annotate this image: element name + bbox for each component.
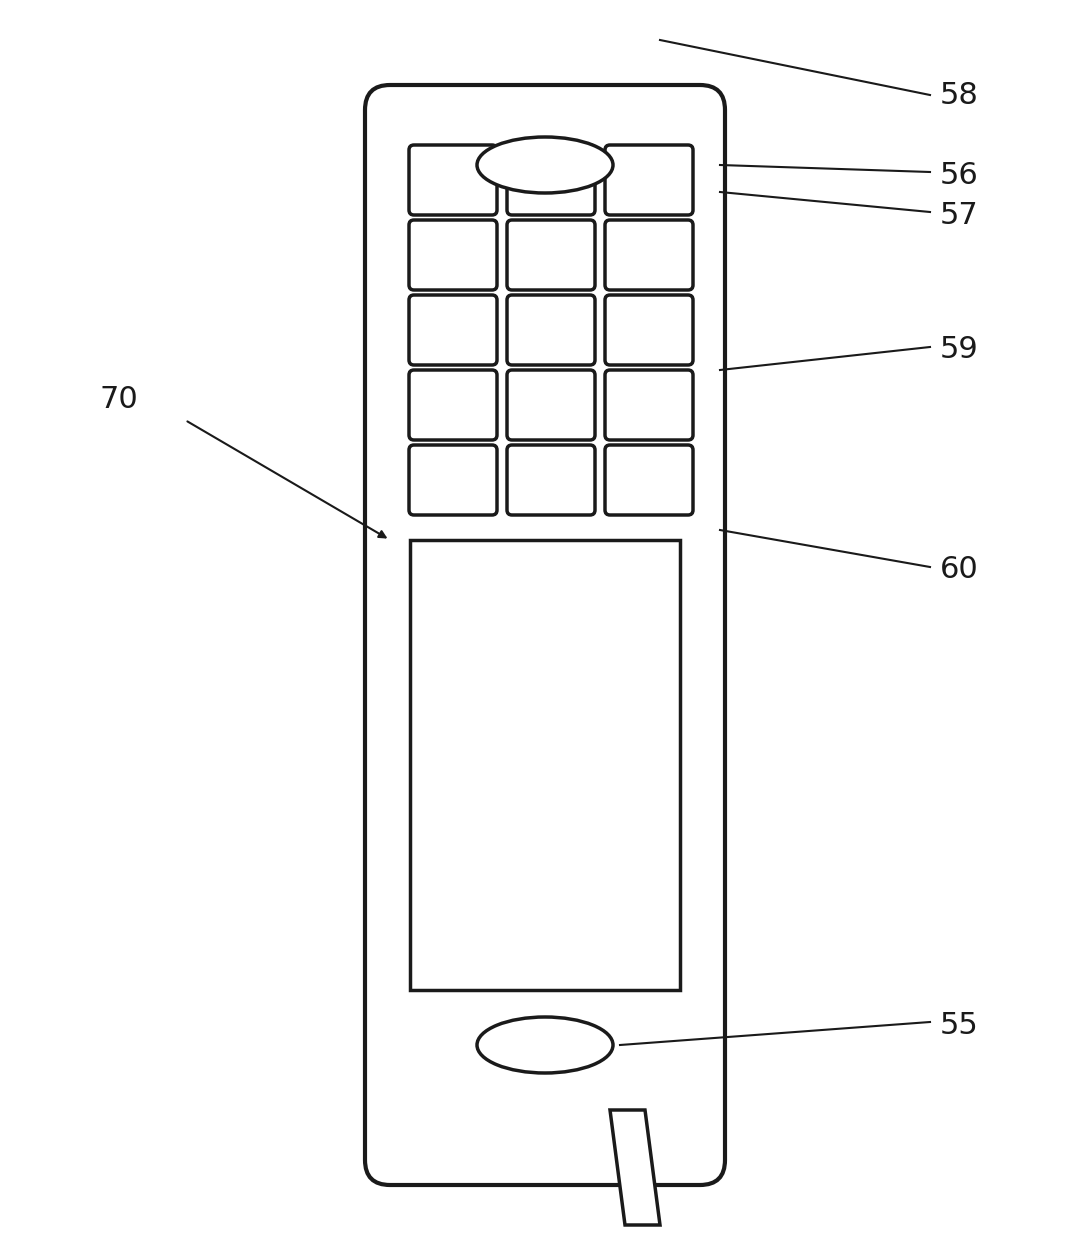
Text: 60: 60 bbox=[940, 556, 979, 584]
Polygon shape bbox=[610, 1110, 661, 1225]
FancyBboxPatch shape bbox=[507, 295, 595, 365]
FancyBboxPatch shape bbox=[605, 445, 693, 515]
FancyBboxPatch shape bbox=[507, 145, 595, 215]
Ellipse shape bbox=[477, 1017, 613, 1073]
FancyBboxPatch shape bbox=[409, 219, 497, 290]
FancyBboxPatch shape bbox=[605, 145, 693, 215]
FancyBboxPatch shape bbox=[409, 370, 497, 440]
FancyBboxPatch shape bbox=[365, 86, 725, 1185]
Text: 59: 59 bbox=[940, 336, 979, 365]
FancyBboxPatch shape bbox=[605, 295, 693, 365]
Text: 70: 70 bbox=[100, 386, 138, 414]
FancyBboxPatch shape bbox=[409, 445, 497, 515]
Bar bbox=[410, 539, 680, 990]
Text: 55: 55 bbox=[940, 1011, 979, 1039]
FancyBboxPatch shape bbox=[507, 445, 595, 515]
FancyBboxPatch shape bbox=[409, 145, 497, 215]
FancyBboxPatch shape bbox=[605, 370, 693, 440]
FancyBboxPatch shape bbox=[409, 295, 497, 365]
Text: 57: 57 bbox=[940, 201, 979, 229]
Ellipse shape bbox=[477, 136, 613, 193]
FancyBboxPatch shape bbox=[507, 370, 595, 440]
FancyBboxPatch shape bbox=[605, 219, 693, 290]
FancyBboxPatch shape bbox=[507, 219, 595, 290]
Text: 56: 56 bbox=[940, 160, 979, 190]
Text: 58: 58 bbox=[940, 81, 979, 109]
